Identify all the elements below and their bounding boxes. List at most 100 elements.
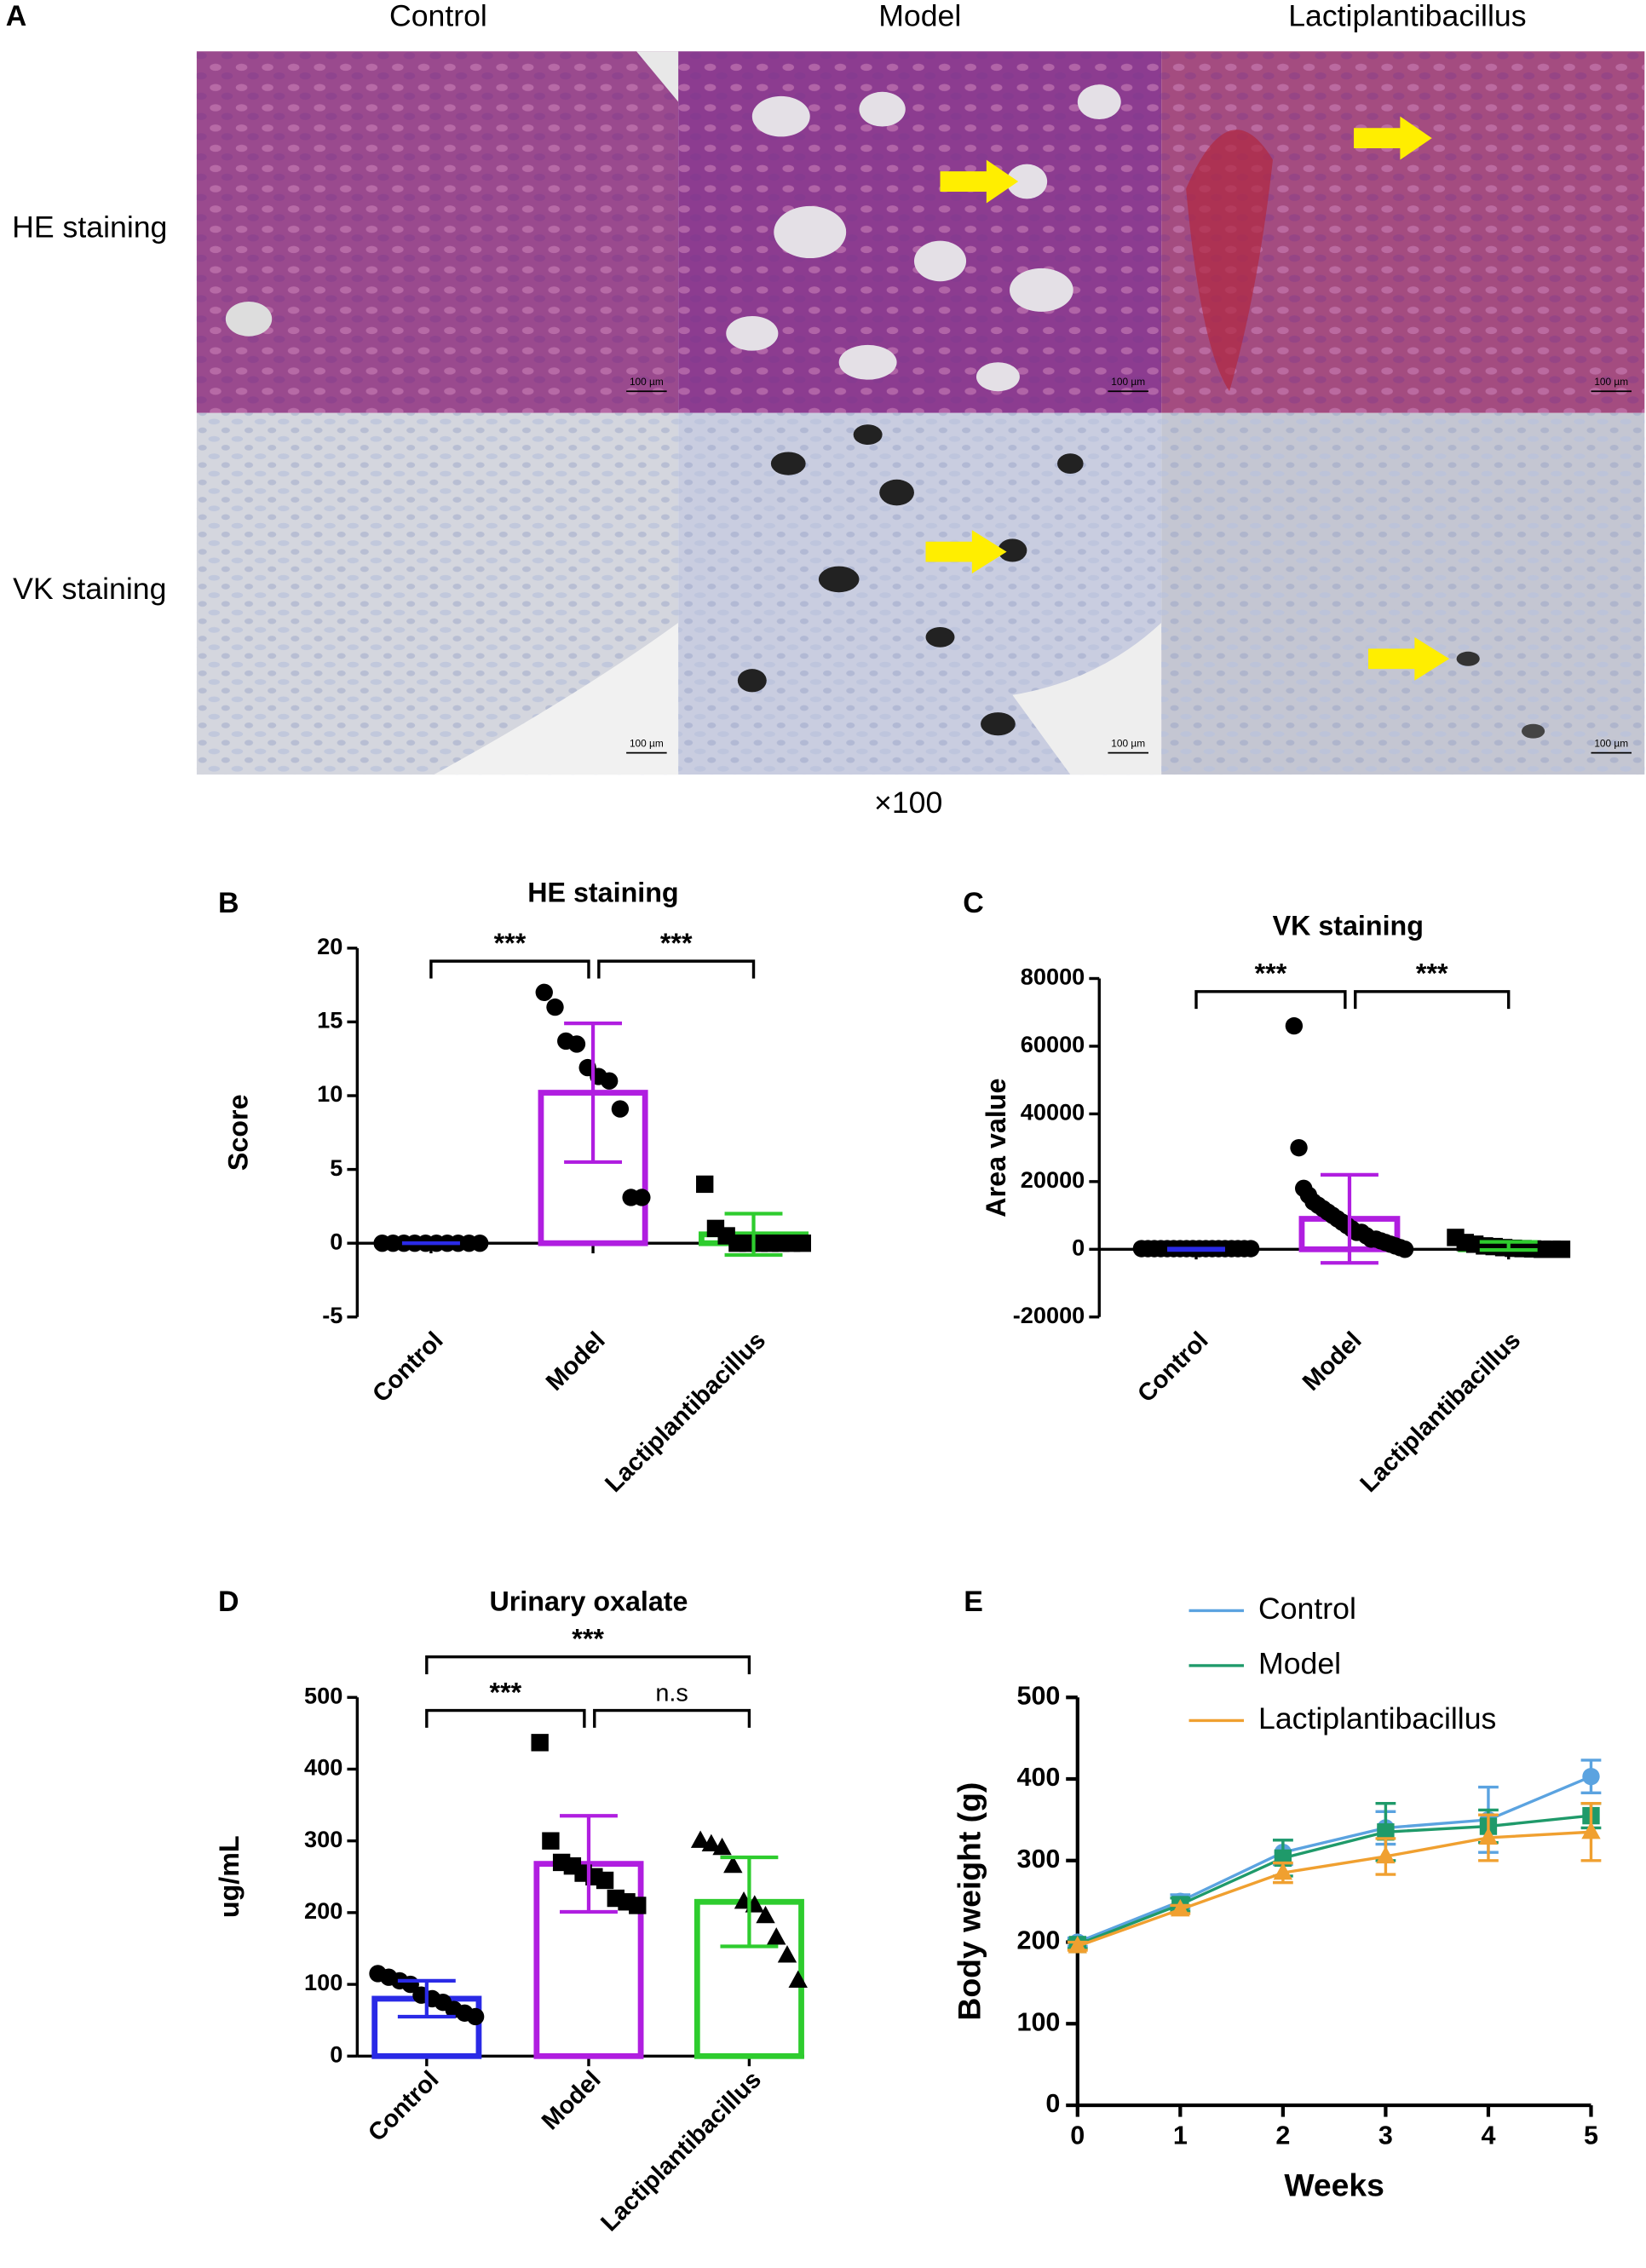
significance-label: *** [1255, 958, 1287, 989]
column-label: Control [389, 0, 487, 33]
marker [793, 1234, 811, 1252]
marker [1241, 1240, 1260, 1258]
background [1012, 622, 1162, 775]
arrows [925, 116, 1450, 681]
y-tick-label: 500 [304, 1682, 342, 1708]
x-tick-label: 4 [1481, 2121, 1495, 2150]
legend-label: Control [1258, 1592, 1356, 1626]
y-axis-label: Area value [981, 1079, 1011, 1217]
y-tick-label: -5 [322, 1302, 342, 1328]
magnification: ×100 [874, 786, 942, 820]
y-tick-label: 500 [1016, 1681, 1060, 1710]
x-tick-label: Control [363, 2066, 444, 2147]
x-tick-label: Lactiplantibacillus [1355, 1327, 1527, 1498]
panel-label: D [218, 1586, 239, 1618]
scale-bar-label: 100 µm [1111, 738, 1145, 750]
significance-bracket [425, 1708, 586, 1728]
panel-label: C [963, 887, 984, 919]
y-axis-label: ug/mL [214, 1835, 245, 1918]
significance-label: *** [572, 1624, 604, 1655]
x-tick-label: 1 [1173, 2121, 1188, 2150]
marker [777, 1945, 797, 1963]
marker [756, 1905, 775, 1924]
micrograph-texture [1161, 412, 1645, 775]
scale-bar-label: 100 µm [630, 376, 664, 388]
marker [723, 1855, 743, 1874]
marker [701, 1833, 722, 1852]
marker [1396, 1240, 1414, 1258]
deposit [1521, 723, 1545, 739]
vessel [1186, 130, 1273, 392]
y-tick-label: 60000 [1021, 1031, 1085, 1057]
marker [1478, 1827, 1499, 1845]
y-tick-label: 300 [1016, 1845, 1060, 1874]
y-tick-label: 200 [304, 1897, 342, 1924]
x-axis-label: Weeks [1284, 2167, 1384, 2203]
y-tick-label: 100 [304, 1969, 342, 1995]
panel-label: E [964, 1586, 983, 1618]
panel-label: B [218, 887, 239, 919]
scale-bar-label: 100 µm [1111, 376, 1145, 388]
significance-label: *** [1416, 958, 1448, 989]
scale-bar-label: 100 µm [1594, 376, 1628, 388]
row-label: HE staining [12, 210, 167, 245]
panel-a: A Control Model Lactiplantibacillus HE s… [6, 0, 1645, 820]
y-tick-label: 20000 [1021, 1166, 1085, 1193]
y-tick-label: -20000 [1013, 1302, 1085, 1328]
column-label: Lactiplantibacillus [1288, 0, 1526, 33]
legend-label: Model [1258, 1646, 1341, 1680]
scale-bars: 100 µm 100 µm 100 µm 100 µm 100 µm 100 µ… [626, 376, 1632, 754]
significance-bracket [597, 959, 756, 979]
y-tick-label: 200 [1016, 1926, 1060, 1955]
marker [1068, 1936, 1088, 1954]
significance-bracket [429, 959, 590, 979]
marker [546, 998, 564, 1016]
marker [1273, 1862, 1293, 1880]
significance-bracket [1354, 990, 1511, 1010]
y-tick-label: 10 [317, 1080, 342, 1107]
marker [1171, 1898, 1190, 1917]
chart-title: VK staining [1273, 911, 1424, 941]
marker [466, 2007, 485, 2026]
micrograph-texture [196, 51, 679, 413]
y-tick-label: 5 [330, 1154, 342, 1181]
series-line [1077, 1830, 1591, 1948]
x-tick-label: Model [541, 1327, 611, 1396]
significance-bracket [1194, 990, 1347, 1010]
significance-label: n.s [655, 1679, 688, 1707]
x-tick-label: Control [1132, 1327, 1213, 1407]
row-label: VK staining [13, 572, 166, 606]
marker [1581, 1822, 1601, 1839]
marker [1552, 1240, 1571, 1258]
chart-title: HE staining [527, 878, 678, 908]
significance-bracket [425, 1655, 751, 1675]
y-tick-label: 20 [317, 933, 342, 959]
x-tick-label: Control [367, 1327, 448, 1407]
marker [471, 1234, 489, 1252]
x-tick-label: 2 [1275, 2121, 1290, 2150]
marker [712, 1837, 732, 1856]
scale-bar-label: 100 µm [1594, 738, 1628, 750]
marker [535, 983, 553, 1001]
y-tick-label: 300 [304, 1826, 342, 1852]
significance-label: *** [490, 1677, 522, 1707]
series-line [1077, 1814, 1591, 1946]
y-tick-label: 0 [1072, 1234, 1085, 1260]
y-tick-label: 100 [1016, 2007, 1060, 2036]
marker [1376, 1845, 1396, 1864]
y-tick-label: 15 [317, 1007, 342, 1033]
x-tick-label: 0 [1070, 2121, 1085, 2150]
significance-label: *** [494, 928, 527, 958]
scale-bar-label: 100 µm [630, 738, 664, 750]
marker [596, 1871, 614, 1890]
y-tick-label: 0 [1045, 2089, 1060, 2118]
y-tick-label: 0 [330, 2041, 342, 2067]
x-tick-label: Lactiplantibacillus [596, 2066, 767, 2237]
y-tick-label: 80000 [1021, 964, 1085, 990]
marker [788, 1970, 808, 1989]
marker [1582, 1767, 1600, 1786]
panel-label: A [6, 0, 27, 32]
marker [629, 1897, 647, 1914]
legend-label: Lactiplantibacillus [1258, 1701, 1496, 1736]
